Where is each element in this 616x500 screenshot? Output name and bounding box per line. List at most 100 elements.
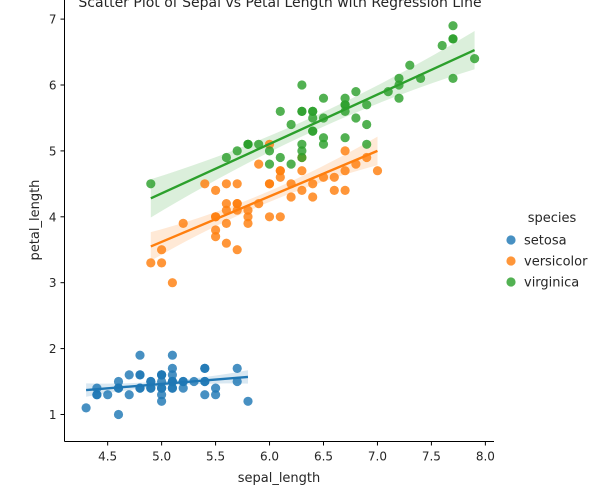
data-point-virginica (351, 113, 361, 123)
regression-line-setosa (85, 375, 249, 392)
legend-marker-versicolor (506, 256, 516, 266)
data-point-versicolor (340, 185, 350, 195)
data-point-virginica (264, 146, 275, 156)
data-point-versicolor (243, 205, 253, 215)
data-point-versicolor (157, 258, 167, 268)
data-point-virginica (340, 133, 350, 143)
data-point-versicolor (167, 278, 177, 288)
data-point-setosa (167, 383, 177, 393)
x-tick-label: 6.0 (260, 450, 279, 464)
data-point-versicolor (211, 225, 221, 235)
data-point-virginica (394, 73, 404, 83)
x-axis-ticks: 4.5 5.0 5.5 6.0 6.5 7.0 7.5 8.0 (98, 441, 495, 464)
data-point-versicolor (211, 232, 221, 242)
data-point-setosa (167, 350, 177, 360)
legend-title: species (528, 211, 577, 226)
data-point-setosa (232, 363, 242, 373)
data-point-setosa (167, 370, 177, 380)
data-point-versicolor (178, 218, 188, 228)
data-point-versicolor (243, 212, 253, 222)
data-point-setosa (157, 383, 167, 393)
data-point-versicolor (286, 192, 296, 202)
data-point-versicolor (372, 166, 383, 176)
data-point-versicolor (243, 218, 253, 228)
data-point-setosa (135, 350, 145, 360)
legend-label-virginica: virginica (524, 276, 579, 291)
data-point-versicolor (275, 212, 285, 222)
data-point-virginica (308, 126, 318, 136)
data-point-versicolor (232, 179, 242, 189)
data-point-setosa (103, 390, 113, 400)
x-axis-label: sepal_length (238, 471, 321, 486)
data-point-versicolor (297, 185, 307, 195)
data-point-virginica (286, 159, 296, 169)
x-tick-label: 5.5 (206, 450, 225, 464)
data-point-virginica (232, 146, 242, 156)
data-point-virginica (318, 139, 329, 149)
data-point-versicolor (297, 166, 307, 176)
data-point-setosa (211, 383, 221, 393)
data-point-virginica (286, 119, 296, 130)
data-point-virginica (448, 21, 458, 31)
y-axis-label: petal_length (28, 180, 43, 261)
data-point-versicolor (308, 179, 318, 189)
x-tick-label: 5.0 (152, 450, 171, 464)
data-point-virginica (437, 40, 447, 51)
data-point-versicolor (221, 238, 231, 248)
data-point-virginica (297, 106, 307, 116)
data-point-versicolor (232, 199, 242, 209)
y-tick-label: 2 (49, 342, 57, 356)
data-point-versicolor (275, 172, 285, 182)
data-point-versicolor (329, 185, 339, 195)
y-tick-label: 5 (49, 144, 57, 158)
data-point-virginica (297, 146, 307, 156)
data-point-setosa (200, 363, 210, 373)
legend-label-versicolor: versicolor (524, 255, 588, 270)
data-point-setosa (232, 376, 242, 387)
data-point-virginica (275, 152, 285, 163)
data-point-setosa (200, 390, 210, 400)
x-tick-label: 6.5 (314, 450, 333, 464)
data-point-versicolor (308, 192, 318, 202)
data-point-versicolor (275, 166, 285, 176)
regression-line-virginica (150, 48, 476, 200)
regression-lines (85, 48, 476, 392)
data-point-virginica (362, 100, 372, 110)
data-point-virginica (275, 106, 285, 116)
data-point-virginica (362, 119, 372, 130)
data-point-virginica (351, 87, 361, 97)
data-point-setosa (113, 376, 124, 387)
data-point-versicolor (264, 179, 275, 189)
data-point-setosa (113, 409, 124, 420)
legend-label-setosa: setosa (524, 234, 567, 249)
legend-marker-virginica (506, 277, 516, 287)
data-point-virginica (264, 159, 275, 169)
data-point-versicolor (264, 212, 275, 222)
data-point-setosa (243, 396, 253, 406)
data-point-setosa (157, 390, 167, 400)
data-point-virginica (362, 139, 372, 149)
data-point-virginica (318, 133, 329, 143)
x-tick-label: 7.0 (368, 450, 387, 464)
data-point-virginica (146, 179, 156, 189)
data-point-setosa (92, 390, 102, 400)
data-point-setosa (211, 390, 221, 400)
legend-marker-setosa (506, 235, 516, 245)
data-point-virginica (470, 54, 480, 64)
data-point-versicolor (329, 172, 339, 182)
data-point-virginica (297, 139, 307, 149)
data-point-versicolor (200, 179, 210, 189)
legend: species setosa versicolor virginica (506, 211, 588, 291)
x-tick-label: 7.5 (422, 450, 441, 464)
data-point-setosa (157, 396, 167, 406)
y-tick-label: 6 (49, 79, 57, 93)
x-tick-label: 4.5 (98, 450, 117, 464)
data-point-setosa (167, 363, 177, 373)
data-point-virginica (340, 93, 350, 103)
x-tick-label: 8.0 (476, 450, 495, 464)
y-axis-ticks: 1 2 3 4 5 6 7 (49, 13, 65, 422)
y-tick-label: 3 (49, 276, 57, 290)
data-point-setosa (135, 370, 145, 380)
data-point-setosa (178, 383, 188, 393)
data-point-setosa (157, 370, 167, 380)
